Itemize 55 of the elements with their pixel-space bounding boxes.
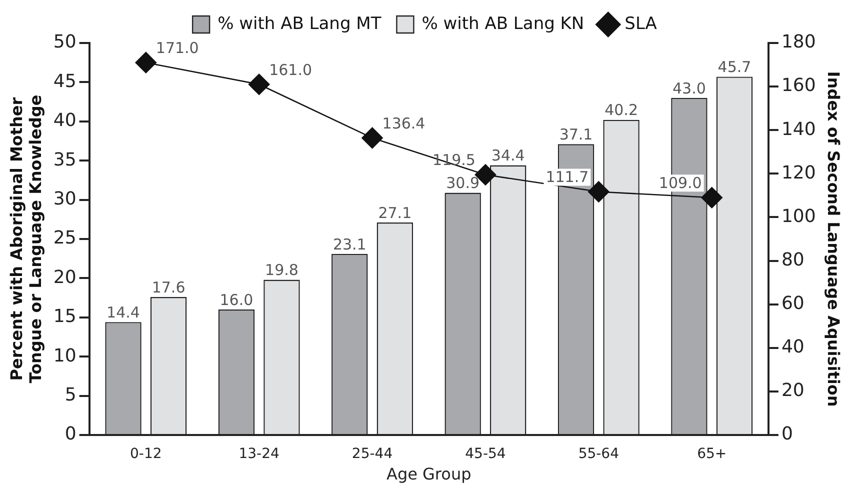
point [588,181,610,202]
y2-tick-label: 40 [781,336,804,358]
y-tick-label: 25 [53,228,76,249]
y2-tick-label: 120 [781,162,816,184]
legend-label: SLA [624,14,658,34]
point [701,186,722,208]
data-label: 34.4 [491,146,525,165]
y-tick-label: 20 [53,266,76,288]
point [248,74,270,96]
point [362,127,383,149]
y-axis-title: Percent with Aboriginal Mother Tongue or Language Knowledge [6,94,45,384]
data-label: 37.1 [559,126,593,144]
y-tick-label: 45 [53,70,76,92]
data-label: 111.7 [546,168,589,186]
x-tick-label: 65+ [697,446,727,462]
y2-tick-label: 100 [781,206,816,227]
y2-tick-label: 160 [781,75,816,96]
y2-axis-title: Index of Second Language Aquisition [824,71,844,407]
data-label: 16.0 [220,290,254,309]
x-tick-label: 45-54 [465,446,506,462]
y2-tick-label: 80 [781,249,804,270]
y2-tick-label: 140 [781,118,816,140]
x-tick-label: 13-24 [238,446,280,462]
x-tick-label: 0-12 [130,446,162,462]
y-tick-label: 0 [64,424,76,445]
data-label: 40.2 [604,101,638,120]
y2-tick-label: 0 [781,424,793,445]
data-label: 171.0 [156,38,199,57]
y2-tick-label: 180 [781,32,816,53]
data-label: 17.6 [152,278,186,296]
y-tick-label: 15 [53,306,76,328]
data-label: 14.4 [106,303,140,322]
data-label: 43.0 [672,79,706,98]
data-label: 136.4 [382,114,426,132]
x-axis-title: Age Group [386,464,472,484]
data-label: 109.0 [658,174,702,192]
legend-label: % with AB Lang KN [422,14,584,34]
data-label: 23.1 [332,235,366,254]
y2-tick-label: 20 [781,380,804,402]
data-label: 161.0 [269,60,312,79]
y-tick-label: 10 [53,345,76,366]
y-tick-label: 50 [53,32,76,53]
y-tick-label: 5 [64,384,76,406]
x-tick-label: 55-64 [578,446,620,462]
data-label: 19.8 [265,261,298,280]
x-tick-label: 25-44 [352,446,393,462]
y2-tick-label: 60 [781,293,804,314]
legend-label: % with AB Lang MT [218,14,382,34]
data-label: 45.7 [718,58,752,76]
point [135,52,157,74]
data-label: 30.9 [446,174,480,192]
y-tick-label: 35 [53,149,76,170]
y-tick-label: 30 [53,188,76,210]
data-label: 27.1 [378,204,412,222]
y-tick-label: 40 [53,110,76,132]
